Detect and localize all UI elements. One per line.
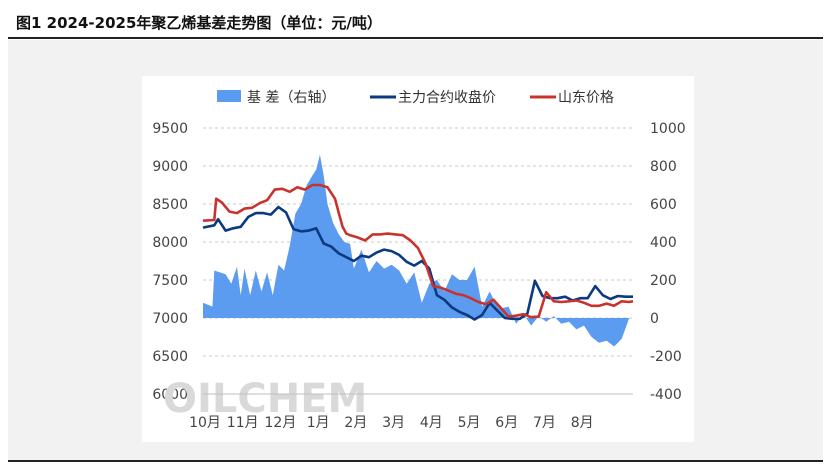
legend-label: 基 差（右轴）	[247, 89, 335, 106]
x-tick-label: 5月	[458, 415, 481, 431]
legend-swatch-area	[217, 90, 241, 102]
y-left-tick-label: 8000	[152, 235, 188, 251]
y-right-tick-label: 400	[650, 235, 677, 251]
x-tick-label: 7月	[533, 415, 556, 431]
x-tick-label: 8月	[571, 415, 594, 431]
y-right-tick-label: -200	[650, 349, 682, 365]
x-tick-label: 11月	[227, 415, 259, 431]
chart-title: 图1 2024-2025年聚乙烯基差走势图（单位：元/吨）	[16, 14, 382, 32]
x-tick-label: 12月	[265, 415, 297, 431]
y-left-tick-label: 6000	[152, 387, 188, 403]
x-tick-label: 6月	[495, 415, 518, 431]
series-area-basis	[203, 154, 630, 347]
x-tick-label: 2月	[344, 415, 367, 431]
watermark-logo: OILCHEM	[163, 376, 367, 422]
legend-label: 山东价格	[558, 90, 614, 106]
y-right-tick-label: 1000	[650, 121, 686, 137]
y-left-tick-label: 6500	[152, 349, 188, 365]
series-line-futures	[202, 205, 633, 321]
x-tick-label: 4月	[420, 415, 443, 431]
legend-label: 主力合约收盘价	[398, 89, 496, 106]
y-left-tick-label: 9000	[152, 159, 188, 175]
y-right-tick-label: 0	[650, 311, 659, 327]
x-tick-label: 3月	[382, 415, 405, 431]
y-left-tick-label: 7000	[152, 311, 188, 327]
series-line-shandong	[202, 183, 634, 319]
y-right-tick-label: 200	[650, 273, 677, 289]
y-right-tick-label: -400	[650, 387, 682, 403]
y-right-tick-label: 600	[650, 197, 677, 213]
x-tick-label: 1月	[307, 415, 330, 431]
y-left-tick-label: 9500	[152, 121, 188, 137]
y-left-tick-label: 8500	[152, 197, 188, 213]
title-bar: 图1 2024-2025年聚乙烯基差走势图（单位：元/吨）	[8, 6, 823, 39]
y-left-tick-label: 7500	[152, 273, 188, 289]
plot-background	[142, 76, 694, 442]
x-tick-label: 10月	[189, 415, 221, 431]
y-right-tick-label: 800	[650, 159, 677, 175]
